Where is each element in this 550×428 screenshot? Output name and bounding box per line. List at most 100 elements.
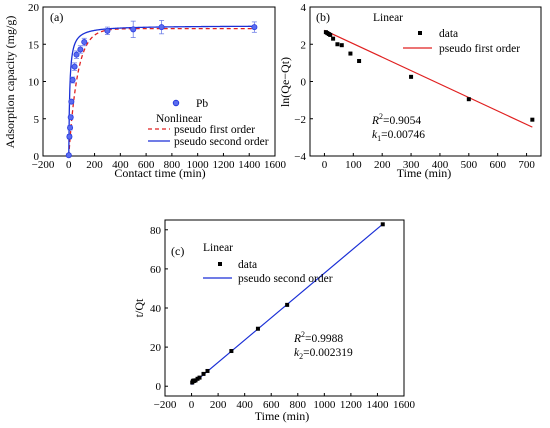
panel-b-data-point (335, 42, 340, 47)
pseudo-first-order-curve (68, 27, 255, 157)
pb-data-point (67, 114, 74, 121)
panel-c: −200 0 200 400 600 800 1000 1200 1400 1600 0 20 40 60… (132, 219, 416, 423)
panel-b-ytick-label: 2 (301, 39, 307, 51)
pb-data-point (71, 63, 78, 70)
panel-b-xtick-label: 600 (489, 159, 506, 171)
legend-c-title: Linear (203, 242, 233, 254)
panel-c-data-point (285, 302, 290, 307)
panel-b-data-point (357, 59, 362, 64)
panel-b-data-point (466, 97, 471, 102)
panel-c-ytick-label: 0 (156, 381, 162, 393)
panel-c-ylabel: t/Qt (132, 298, 146, 317)
panel-c-r2: R2=0.9988 (293, 330, 343, 345)
panel-a-ytick-label: 15 (28, 39, 40, 51)
pb-data-point (68, 98, 75, 105)
pb-data-point (251, 24, 258, 31)
panel-b-ylabel: ln(Qe−Qt) (278, 57, 292, 107)
panel-a-xtick-label: 800 (164, 159, 181, 171)
legend-b-line-label: pseudo first order (439, 43, 520, 55)
panel-c-ytick-label: 60 (150, 264, 162, 276)
panel-c-xtick-label: 400 (236, 399, 253, 411)
panel-c-xtick-label: 1400 (366, 399, 389, 411)
panel-c-xtick-label: 1600 (393, 399, 416, 411)
pb-data-point (104, 27, 111, 34)
panel-b-xtick-label: 400 (432, 159, 449, 171)
panel-c-annotation: R2=0.9988 k2=0.002319 (293, 330, 353, 361)
panel-a-xtick-label: 1600 (264, 159, 287, 171)
panel-a-ytick-label: 10 (28, 77, 40, 89)
pb-data-point (65, 152, 72, 159)
panel-b-ytick-label: 0 (301, 77, 307, 89)
panel-b-data-point (409, 74, 414, 79)
panel-b-data-point (339, 43, 344, 48)
panel-b-xlabel: Time (min) (397, 166, 452, 180)
panel-b-r2: R2=0.9054 (371, 112, 421, 127)
panel-b-fit-line (324, 29, 533, 128)
panel-c-data-point (255, 326, 260, 331)
panel-b-ticks: 0 100 200 300 400 500 600 700 −4 −2 0 2 4 (294, 2, 535, 171)
panel-b-k: k1=0.00746 (372, 129, 425, 143)
pb-data-point (130, 26, 137, 33)
panel-c-ticks: −200 0 200 400 600 800 1000 1200 1400 1600 0 20 40 60… (150, 225, 416, 411)
panel-c-ytick-label: 40 (150, 303, 162, 315)
panel-b-legend: Linear data pseudo first order (373, 12, 520, 55)
panel-b: 0 100 200 300 400 500 600 700 −4 −2 0 2 4 (b) Time (… (278, 2, 542, 180)
panel-b-data-point (530, 117, 535, 122)
panel-b-xtick-label: 200 (374, 159, 391, 171)
panel-a-xtick-label: −200 (32, 159, 55, 171)
panel-a-xtick-label: 1400 (238, 159, 261, 171)
panel-c-xtick-label: −200 (154, 399, 177, 411)
panel-c-ytick-label: 80 (150, 225, 162, 237)
panel-b-data-point (331, 36, 336, 41)
legend-a-pfo-label: pseudo first order (174, 124, 255, 136)
panel-c-data-point (205, 368, 210, 373)
panel-c-k: k2=0.002319 (294, 347, 353, 361)
panel-b-annotation: R2=0.9054 k1=0.00746 (371, 112, 425, 143)
legend-b-title: Linear (373, 12, 403, 24)
legend-pb-marker (172, 99, 180, 107)
panel-c-xtick-label: 1200 (340, 399, 363, 411)
panel-c-points (190, 222, 385, 385)
panel-a-ytick-label: 20 (28, 2, 40, 14)
panel-c-data-point (380, 222, 385, 227)
panel-b-points (323, 30, 535, 122)
panel-b-xtick-label: 300 (403, 159, 420, 171)
panel-a: −200 0 200 400 600 800 1000 1200 1400 16000510152… (3, 2, 287, 180)
legend-a-pso-label: pseudo second order (174, 136, 269, 148)
legend-c-line-label: pseudo second order (238, 273, 333, 285)
panel-a-xtick-label: 0 (66, 159, 72, 171)
legend-b-data-label: data (439, 28, 458, 40)
panel-a-xtick-label: 200 (86, 159, 103, 171)
panel-c-data-point (201, 371, 206, 376)
panel-a-label: (a) (50, 10, 63, 24)
panel-b-ytick-label: 4 (301, 2, 307, 14)
panel-b-frame (309, 6, 542, 157)
panel-a-xtick-label: 1200 (212, 159, 235, 171)
panel-b-xtick-label: 0 (322, 159, 328, 171)
panel-c-xtick-label: 600 (263, 399, 280, 411)
panel-c-frame (164, 219, 405, 397)
panel-b-xtick-label: 700 (518, 159, 535, 171)
pb-data-point (67, 124, 74, 131)
panel-b-xtick-label: 100 (345, 159, 362, 171)
panel-b-data-point (348, 51, 353, 56)
panel-b-xtick-label: 500 (461, 159, 478, 171)
panel-c-xtick-label: 200 (210, 399, 227, 411)
panel-b-lines (324, 29, 533, 128)
panel-a-ylabel: Adsorption capacity (mg/g) (3, 16, 17, 149)
panel-a-ticks: −200 0 200 400 600 800 1000 1200 1400 16000510152… (28, 2, 287, 171)
legend-pb-label: Pb (196, 98, 208, 110)
panel-c-data-point (229, 349, 234, 354)
panel-c-xtick-label: 1000 (313, 399, 336, 411)
panel-a-xtick-label: 400 (112, 159, 129, 171)
panel-c-xlabel: Time (min) (255, 409, 310, 423)
pb-data-point (69, 77, 76, 84)
panel-b-ytick-label: −2 (294, 114, 306, 126)
panel-a-legend: Pb Nonlinear pseudo first order pseudo s… (148, 98, 269, 148)
panel-a-xtick-label: 600 (138, 159, 155, 171)
panel-b-ytick-label: −4 (294, 151, 306, 163)
legend-b-data-marker (418, 31, 422, 35)
panel-c-legend: Linear data pseudo second order (203, 242, 333, 285)
legend-a-title: Nonlinear (156, 113, 202, 125)
